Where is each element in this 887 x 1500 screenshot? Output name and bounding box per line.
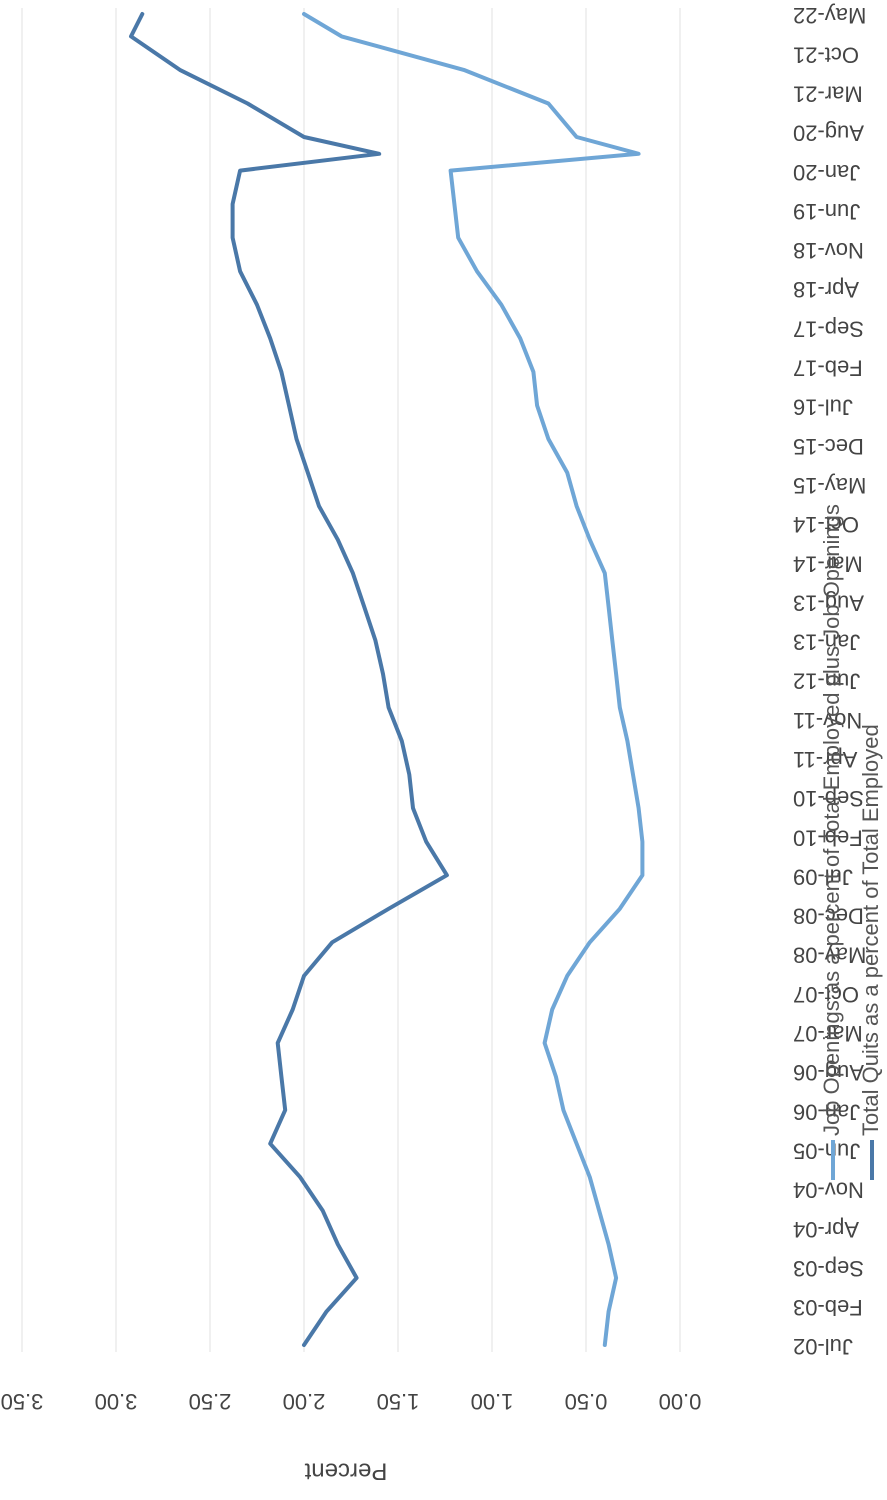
x-tick-label: Oct-07 [793,982,859,1007]
y-tick-label: 0.50 [565,1389,608,1414]
x-tick-label: Nov-11 [793,708,862,733]
grid-lines [21,8,681,1352]
x-tick-label: Nov-18 [793,238,864,263]
x-tick-label: Mar-07 [793,1021,863,1046]
x-tick-label: Jan-13 [793,630,860,655]
x-tick-labels: Jul-02 Feb-03 Sep-03 Apr-04 Nov-04 Jun-05 Jan-… [793,3,866,1359]
x-tick-label: Sep-17 [793,316,864,341]
x-tick-label: Oct-21 [793,42,859,67]
series-line-1 [129,12,449,1347]
y-tick-label: 0.00 [659,1389,702,1414]
x-tick-label: May-15 [793,473,866,498]
x-tick-label: May-22 [793,3,866,28]
x-tick-label: Feb-17 [793,356,863,381]
x-tick-label: Dec-15 [793,434,864,459]
y-tick-label: 1.00 [471,1389,514,1414]
y-tick-label: 1.50 [377,1389,420,1414]
y-tick-label: 3.00 [95,1389,138,1414]
x-tick-label: Apr-04 [793,1217,859,1242]
x-tick-label: Jul-16 [793,395,853,420]
x-tick-label: Jan-06 [793,1099,860,1124]
series-line-0 [302,12,645,1347]
legend: Job Openings as a percent of Total Emplo… [819,504,883,1180]
x-tick-label: Jun-05 [793,1138,860,1163]
legend-label: Total Quits as a percent of Total Employ… [858,724,883,1136]
x-tick-label: Feb-10 [793,825,863,850]
x-tick-label: Jan-20 [793,160,860,185]
x-tick-label: Sep-03 [793,1256,864,1281]
y-tick-label: 2.00 [283,1389,326,1414]
y-tick-label: 2.50 [189,1389,232,1414]
x-tick-label: Jul-02 [793,1334,853,1359]
x-tick-label: Mar-21 [793,81,863,106]
x-tick-label: Oct-14 [793,512,859,537]
x-tick-label: Aug-13 [793,590,864,615]
x-tick-label: Feb-03 [793,1295,863,1320]
y-axis-label: Percent [304,1458,387,1485]
y-tick-labels: 0.00 0.50 1.00 1.50 2.00 2.50 3.00 3.50 [1,1389,702,1414]
x-tick-label: Sep-10 [793,786,864,811]
legend-label: Job Openings as a percent of Total Emplo… [819,504,844,1136]
x-tick-label: Jun-19 [793,199,860,224]
series-lines [129,12,645,1347]
x-tick-label: Apr-11 [793,747,857,772]
x-tick-label: Aug-06 [793,1060,864,1085]
x-tick-label: Nov-04 [793,1178,864,1203]
x-tick-label: Aug-20 [793,121,864,146]
x-tick-label: Dec-08 [793,904,864,929]
x-tick-label: Apr-18 [793,277,859,302]
x-tick-label: Mar-14 [793,551,863,576]
y-tick-label: 3.50 [1,1389,44,1414]
x-tick-label: Jul-09 [793,864,853,889]
x-tick-label: Jun-12 [793,669,860,694]
x-tick-label: May-08 [793,943,866,968]
